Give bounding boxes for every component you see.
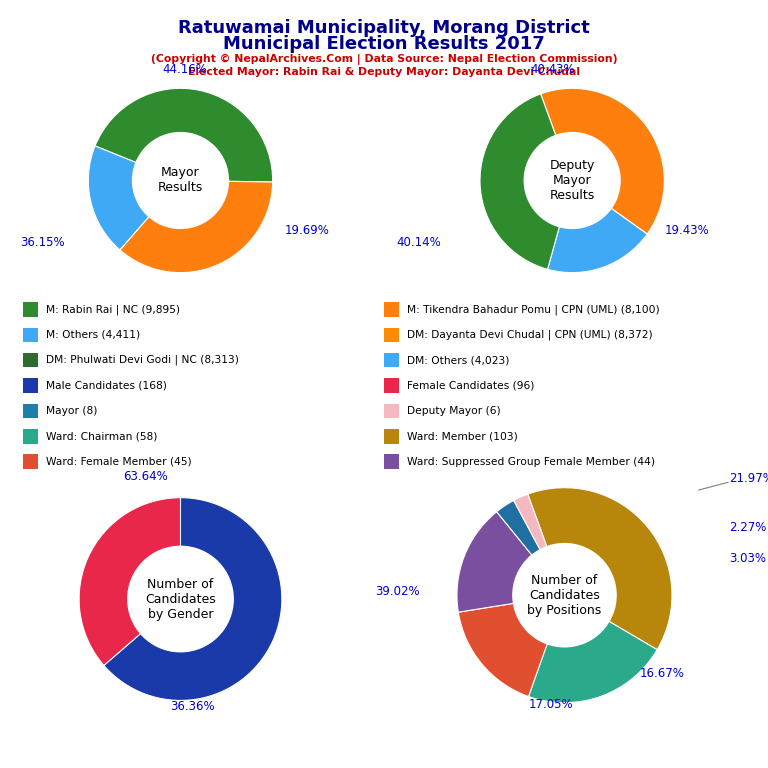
Text: Ward: Suppressed Group Female Member (44): Ward: Suppressed Group Female Member (44… bbox=[407, 456, 655, 467]
Wedge shape bbox=[480, 94, 572, 270]
Circle shape bbox=[127, 546, 233, 652]
Text: 19.69%: 19.69% bbox=[285, 224, 329, 237]
Text: M: Others (4,411): M: Others (4,411) bbox=[46, 329, 141, 340]
Wedge shape bbox=[88, 146, 180, 250]
Text: 63.64%: 63.64% bbox=[124, 470, 168, 483]
Text: M: Tikendra Bahadur Pomu | CPN (UML) (8,100): M: Tikendra Bahadur Pomu | CPN (UML) (8,… bbox=[407, 304, 660, 315]
Wedge shape bbox=[497, 501, 564, 595]
Wedge shape bbox=[528, 488, 672, 650]
Circle shape bbox=[133, 133, 228, 228]
Text: 40.14%: 40.14% bbox=[396, 236, 441, 249]
Text: Ward: Chairman (58): Ward: Chairman (58) bbox=[46, 431, 157, 442]
Text: DM: Others (4,023): DM: Others (4,023) bbox=[407, 355, 509, 366]
Text: 17.05%: 17.05% bbox=[529, 698, 574, 711]
Text: Deputy
Mayor
Results: Deputy Mayor Results bbox=[549, 159, 595, 202]
Circle shape bbox=[513, 544, 616, 647]
Text: Ratuwamai Municipality, Morang District: Ratuwamai Municipality, Morang District bbox=[178, 19, 590, 37]
Text: 19.43%: 19.43% bbox=[665, 224, 710, 237]
Text: Deputy Mayor (6): Deputy Mayor (6) bbox=[407, 406, 501, 416]
Wedge shape bbox=[120, 180, 273, 273]
Wedge shape bbox=[457, 511, 564, 612]
Text: 2.27%: 2.27% bbox=[730, 521, 767, 535]
Circle shape bbox=[525, 133, 620, 228]
Text: Municipal Election Results 2017: Municipal Election Results 2017 bbox=[223, 35, 545, 53]
Wedge shape bbox=[458, 595, 564, 697]
Text: Male Candidates (168): Male Candidates (168) bbox=[46, 380, 167, 391]
Wedge shape bbox=[79, 498, 180, 665]
Wedge shape bbox=[541, 88, 664, 234]
Text: Number of
Candidates
by Positions: Number of Candidates by Positions bbox=[528, 574, 601, 617]
Text: DM: Phulwati Devi Godi | NC (8,313): DM: Phulwati Devi Godi | NC (8,313) bbox=[46, 355, 239, 366]
Text: Ward: Female Member (45): Ward: Female Member (45) bbox=[46, 456, 192, 467]
Wedge shape bbox=[548, 180, 647, 273]
Text: Ward: Member (103): Ward: Member (103) bbox=[407, 431, 518, 442]
Wedge shape bbox=[104, 498, 282, 700]
Text: 36.15%: 36.15% bbox=[20, 236, 65, 249]
Text: 36.36%: 36.36% bbox=[170, 700, 214, 713]
Text: Elected Mayor: Rabin Rai & Deputy Mayor: Dayanta Devi Chudal: Elected Mayor: Rabin Rai & Deputy Mayor:… bbox=[188, 67, 580, 77]
Text: Number of
Candidates
by Gender: Number of Candidates by Gender bbox=[145, 578, 216, 621]
Text: Female Candidates (96): Female Candidates (96) bbox=[407, 380, 535, 391]
Text: 44.16%: 44.16% bbox=[162, 63, 207, 76]
Text: 3.03%: 3.03% bbox=[730, 552, 766, 565]
Text: DM: Dayanta Devi Chudal | CPN (UML) (8,372): DM: Dayanta Devi Chudal | CPN (UML) (8,3… bbox=[407, 329, 653, 340]
Wedge shape bbox=[528, 595, 657, 703]
Wedge shape bbox=[95, 88, 273, 182]
Text: 39.02%: 39.02% bbox=[376, 585, 420, 598]
Text: Mayor (8): Mayor (8) bbox=[46, 406, 98, 416]
Text: M: Rabin Rai | NC (9,895): M: Rabin Rai | NC (9,895) bbox=[46, 304, 180, 315]
Text: Mayor
Results: Mayor Results bbox=[158, 167, 203, 194]
Text: 21.97%: 21.97% bbox=[730, 472, 768, 485]
Text: 16.67%: 16.67% bbox=[640, 667, 684, 680]
Wedge shape bbox=[514, 494, 564, 595]
Text: 40.43%: 40.43% bbox=[531, 63, 575, 76]
Text: (Copyright © NepalArchives.Com | Data Source: Nepal Election Commission): (Copyright © NepalArchives.Com | Data So… bbox=[151, 54, 617, 65]
